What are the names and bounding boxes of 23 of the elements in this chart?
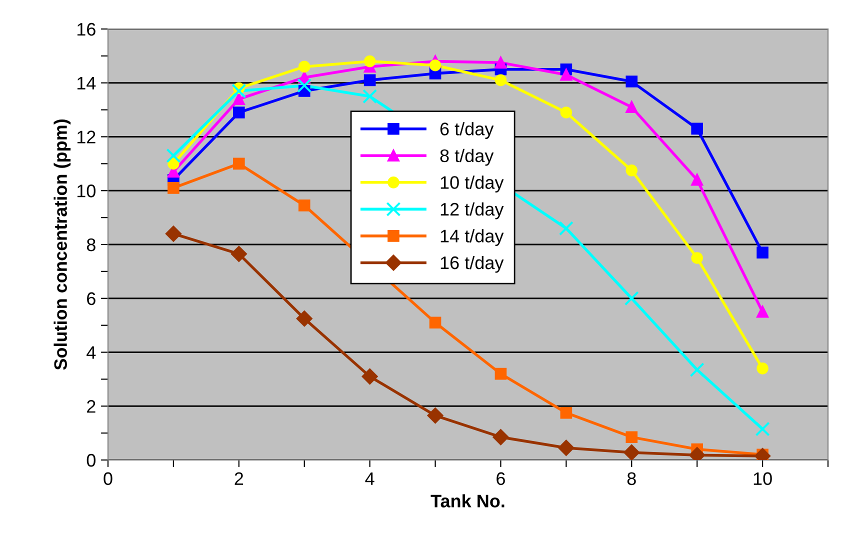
y-tick-label: 16	[77, 22, 96, 36]
legend-label: 8 t/day	[440, 148, 494, 166]
legend-label: 6 t/day	[440, 122, 494, 139]
legend-label: 16 t/day	[440, 256, 504, 273]
y-tick-label: 6	[87, 292, 96, 306]
x-axis-title: Tank No.	[430, 494, 504, 508]
y-tick-label: 12	[77, 130, 96, 144]
y-tick-label: 14	[77, 76, 96, 90]
x-tick-label: 0	[104, 472, 112, 486]
x-tick-label: 4	[365, 472, 374, 485]
x-tick-label: 2	[234, 472, 244, 485]
y-tick-label: 0	[86, 454, 96, 467]
legend-label: 14 t/day	[440, 229, 504, 246]
y-tick-label: 8	[86, 238, 96, 252]
y-axis-title: Solution concentration (ppm)	[54, 120, 71, 370]
legend-label: 12 t/day	[440, 202, 504, 220]
y-tick-label: 2	[87, 400, 96, 413]
legend-label: 10 t/day	[440, 176, 504, 192]
y-tick-label: 4	[86, 346, 96, 359]
x-tick-label: 6	[496, 472, 505, 486]
x-tick-label: 10	[754, 472, 772, 486]
y-tick-label: 10	[77, 184, 96, 198]
x-tick-label: 8	[627, 472, 636, 486]
